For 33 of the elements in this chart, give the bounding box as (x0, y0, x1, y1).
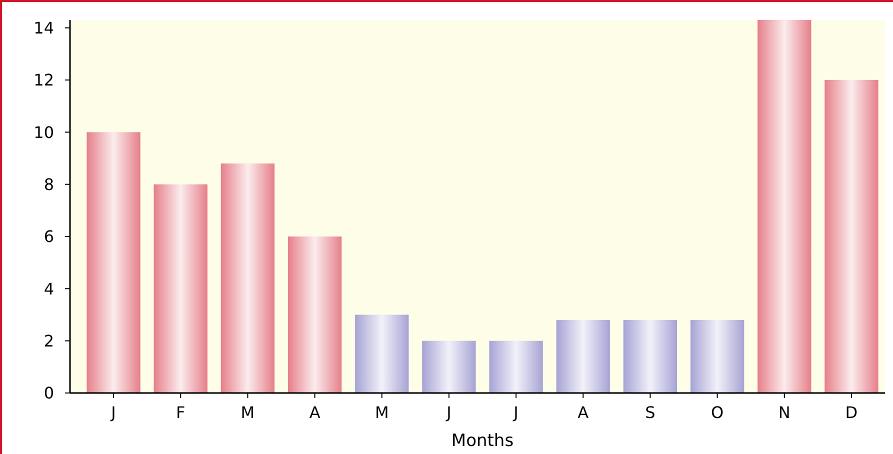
x-tick-label: N (778, 403, 790, 422)
bar (86, 132, 140, 393)
x-axis-title: Months (451, 431, 514, 451)
x-tick-label: A (578, 403, 589, 422)
y-tick-label: 8 (44, 174, 54, 194)
y-tick-label: 14 (34, 18, 54, 38)
x-tick-label: J (446, 403, 452, 422)
x-tick-label: J (110, 403, 116, 422)
y-tick-label: 2 (44, 331, 54, 350)
x-tick-label: M (240, 403, 255, 422)
x-tick-label: A (309, 403, 320, 422)
x-tick-label: M (374, 403, 389, 422)
bar (422, 340, 476, 393)
x-tick-label: S (645, 403, 656, 422)
bar (556, 320, 610, 393)
y-tick-label: 6 (44, 227, 54, 246)
bar (288, 236, 342, 393)
bar (690, 320, 744, 393)
y-tick-label: 10 (34, 122, 54, 142)
x-tick-label: J (512, 403, 518, 422)
bar (154, 184, 208, 393)
bar (489, 340, 543, 393)
bar (758, 20, 812, 393)
y-tick-label: 0 (44, 384, 54, 403)
bar (623, 320, 678, 393)
x-tick-label: D (845, 403, 858, 422)
y-tick-label: 12 (34, 70, 54, 90)
x-tick-label: O (710, 403, 724, 422)
x-tick-label: F (176, 403, 186, 422)
bar (355, 314, 409, 393)
bar (220, 163, 275, 393)
y-tick-label: 4 (44, 279, 54, 298)
bar (824, 80, 878, 393)
